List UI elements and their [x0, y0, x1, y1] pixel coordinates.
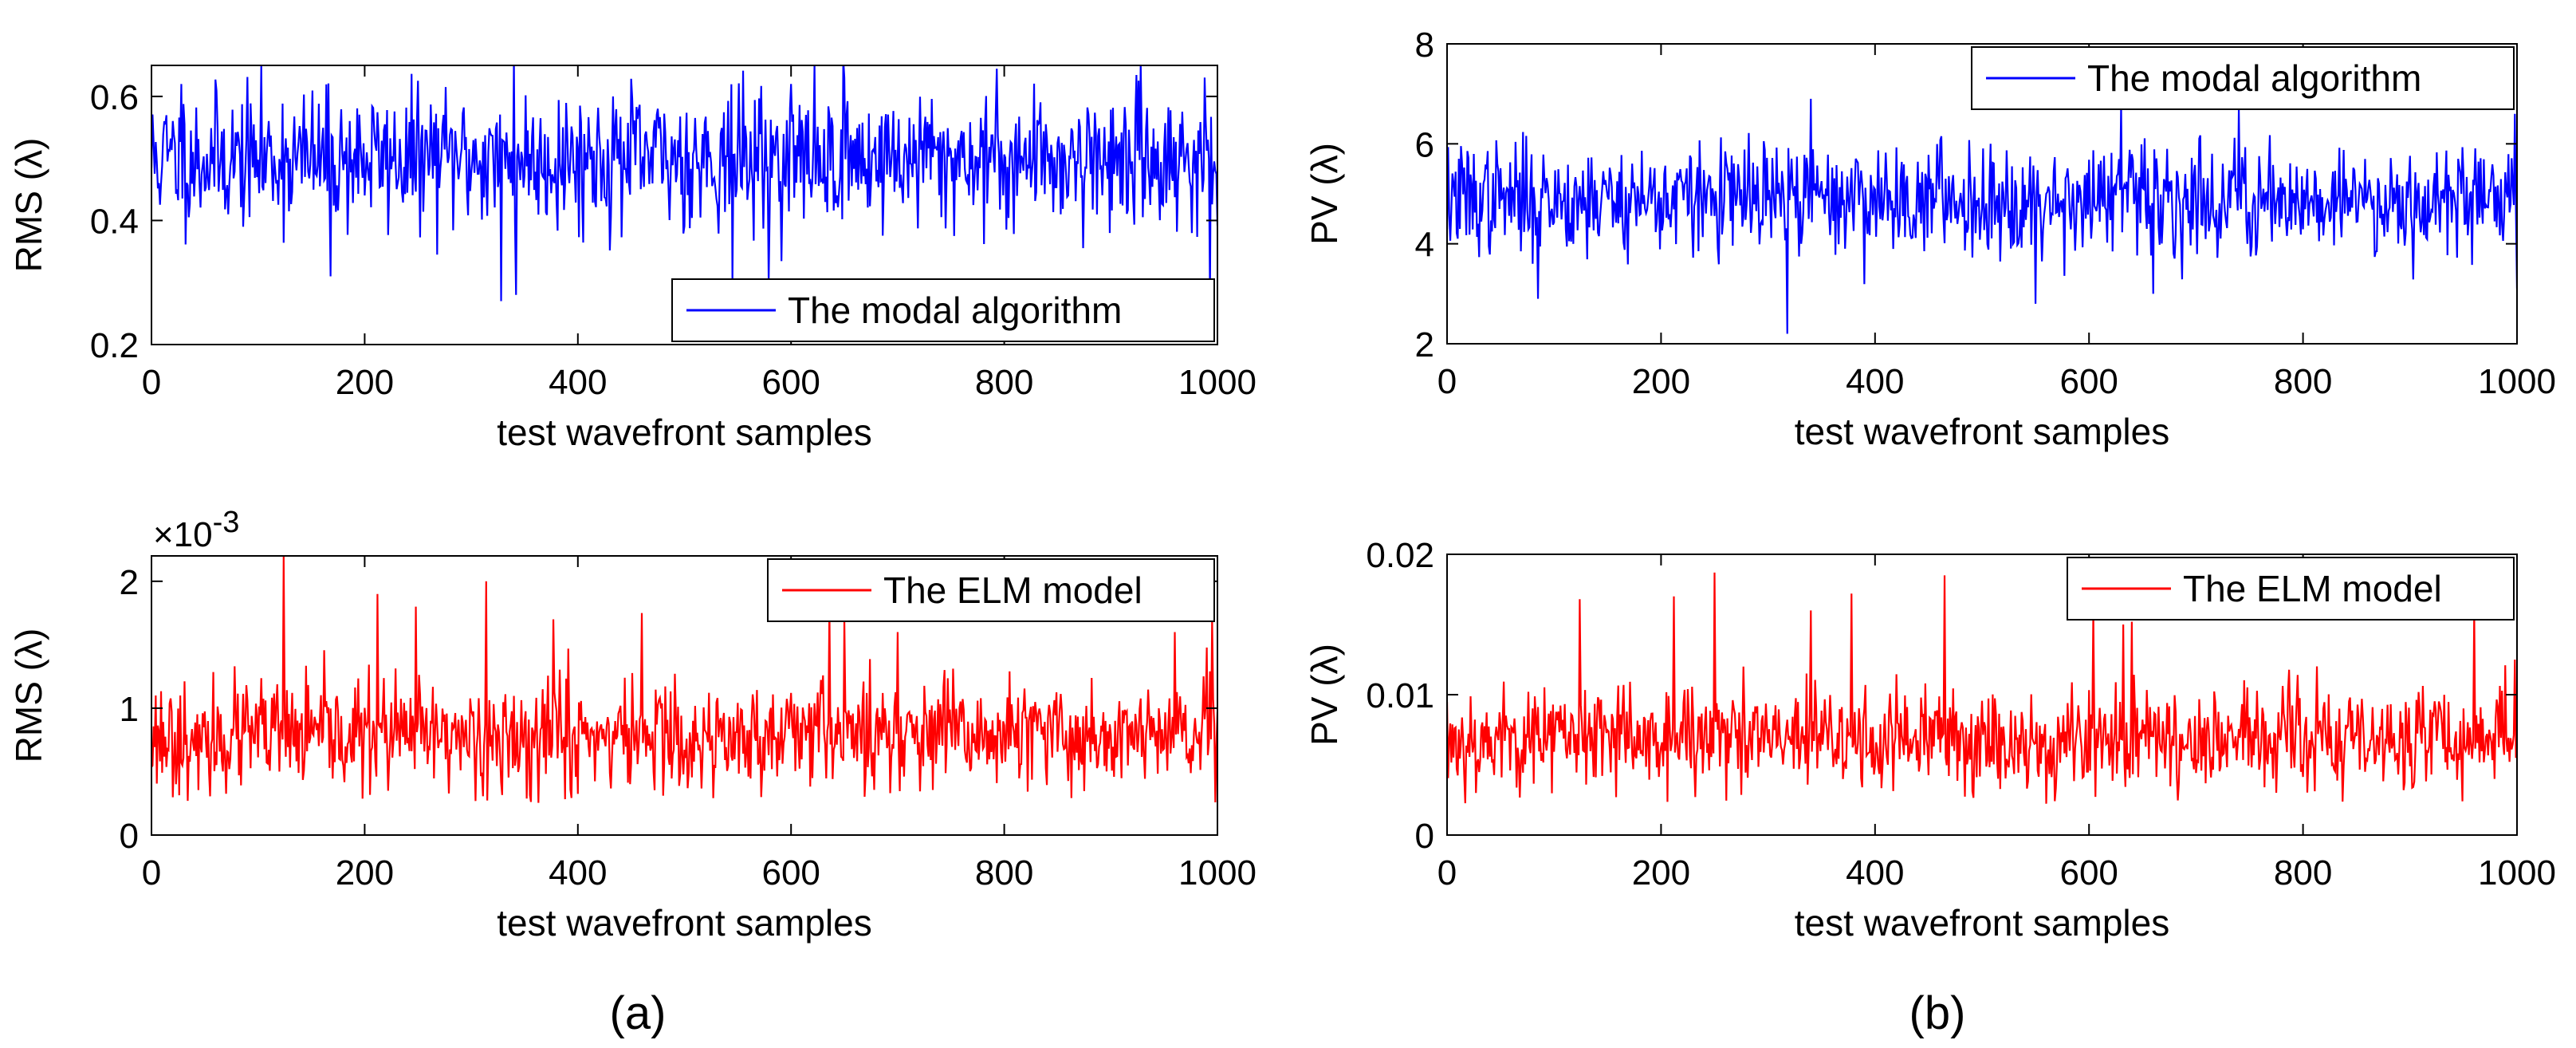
y-tick-label: 2	[1415, 325, 1434, 364]
x-tick-label: 1000	[1178, 853, 1257, 892]
y-tick-label: 2	[120, 563, 139, 602]
x-tick-label: 400	[1846, 362, 1904, 401]
series-line-0	[151, 556, 1217, 803]
y-axis-label: PV (λ)	[1304, 644, 1345, 746]
legend-label: The modal algorithm	[788, 290, 1122, 331]
y-tick-label: 0.4	[90, 202, 139, 241]
caption-b: (b)	[1909, 987, 1966, 1039]
x-tick-label: 800	[2274, 362, 2332, 401]
axes-frame	[151, 65, 1218, 345]
series-line-0	[151, 65, 1217, 301]
y-tick-label: 0	[1415, 817, 1434, 856]
legend: The modal algorithm	[1971, 46, 2515, 110]
x-axis-label: test wavefront samples	[497, 902, 871, 944]
x-tick-label: 1000	[2478, 362, 2556, 401]
series-line-0	[1447, 98, 2517, 334]
x-tick-label: 600	[761, 853, 820, 892]
chart-b-bottom: 0 200 400 600 800 1000 0 0.01 0.02 test wavefront…	[1304, 536, 2556, 944]
y-tick-label: 0.2	[90, 326, 139, 365]
y-tick-label: 0.01	[1366, 676, 1434, 715]
y-tick-label: 0	[120, 817, 139, 856]
y-tick-label: 4	[1415, 226, 1434, 265]
y-tick-label: 8	[1415, 26, 1434, 65]
legend-label: The ELM model	[883, 569, 1142, 611]
x-tick-label: 0	[1437, 853, 1457, 892]
caption-a: (a)	[610, 987, 667, 1039]
axes-frame	[1446, 43, 2518, 345]
x-axis-label: test wavefront samples	[1795, 902, 2169, 944]
axes-frame	[151, 555, 1218, 836]
x-tick-label: 200	[1632, 362, 1690, 401]
legend: The modal algorithm	[671, 278, 1215, 342]
x-tick-label: 0	[1437, 362, 1457, 401]
series-line-0	[1447, 572, 2517, 804]
chart-a-bottom: 0 200 400 600 800 1000 0 1 2 test wavefront sampl…	[8, 506, 1257, 944]
x-tick-label: 800	[975, 853, 1033, 892]
y-tick-label: 1	[120, 690, 139, 729]
legend-label: The ELM model	[2183, 568, 2442, 609]
y-tick-label: 0.6	[90, 78, 139, 117]
x-axis-label: test wavefront samples	[497, 412, 871, 453]
x-tick-label: 600	[2059, 362, 2118, 401]
x-tick-label: 600	[2059, 853, 2118, 892]
x-tick-label: 600	[761, 363, 820, 402]
y-axis-label: PV (λ)	[1304, 143, 1345, 245]
x-tick-label: 0	[142, 363, 161, 402]
x-tick-label: 400	[549, 363, 607, 402]
x-tick-label: 800	[975, 363, 1033, 402]
x-tick-label: 1000	[1178, 363, 1257, 402]
x-tick-label: 200	[1632, 853, 1690, 892]
legend: The ELM model	[767, 558, 1215, 622]
x-tick-label: 400	[1846, 853, 1904, 892]
legend: The ELM model	[2067, 557, 2515, 621]
axis-exponent-power: -3	[213, 506, 240, 539]
x-tick-label: 400	[549, 853, 607, 892]
y-axis-label: RMS (λ)	[8, 628, 49, 763]
chart-a-top: 0 200 400 600 800 1000 0.2 0.4 0.6 test wavefront…	[8, 65, 1257, 453]
x-tick-label: 800	[2274, 853, 2332, 892]
x-tick-label: 1000	[2478, 853, 2556, 892]
axis-exponent: ×10-3	[153, 506, 239, 554]
x-tick-label: 200	[336, 363, 394, 402]
x-tick-label: 0	[142, 853, 161, 892]
y-tick-label: 0.02	[1366, 536, 1434, 575]
chart-b-top: 0 200 400 600 800 1000 2 4 6 8 test wavefront samp…	[1304, 26, 2556, 452]
x-axis-label: test wavefront samples	[1795, 411, 2169, 452]
x-tick-label: 200	[336, 853, 394, 892]
y-tick-label: 6	[1415, 125, 1434, 164]
legend-label: The modal algorithm	[2087, 57, 2421, 99]
y-axis-label: RMS (λ)	[8, 138, 49, 273]
